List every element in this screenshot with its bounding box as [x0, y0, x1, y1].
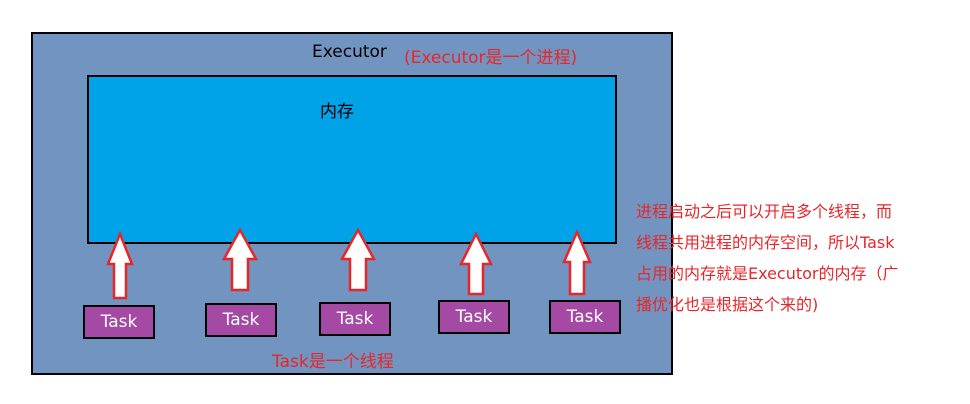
task-box-2: Task — [205, 303, 277, 337]
explanation-line: 播优化也是根据这个来的) — [636, 295, 819, 314]
explanation-line: 进程启动之后可以开启多个线程，而 — [636, 202, 893, 221]
task-box-1: Task — [83, 305, 155, 339]
explanation-line: 线程共用进程的内存空间，所以Task — [636, 233, 895, 252]
task-box-3: Task — [319, 302, 391, 336]
task-box-4: Task — [438, 300, 510, 334]
memory-box — [87, 75, 617, 244]
memory-label: 内存 — [320, 102, 354, 122]
task-box-5: Task — [549, 300, 621, 334]
task-note: Task是一个线程 — [272, 352, 394, 372]
executor-note: (Executor是一个进程) — [404, 48, 578, 68]
executor-title: Executor — [312, 42, 387, 62]
explanation-text: 进程启动之后可以开启多个线程，而 线程共用进程的内存空间，所以Task 占用的内… — [636, 196, 956, 320]
explanation-line: 占用的内存就是Executor的内存（广 — [636, 264, 899, 283]
